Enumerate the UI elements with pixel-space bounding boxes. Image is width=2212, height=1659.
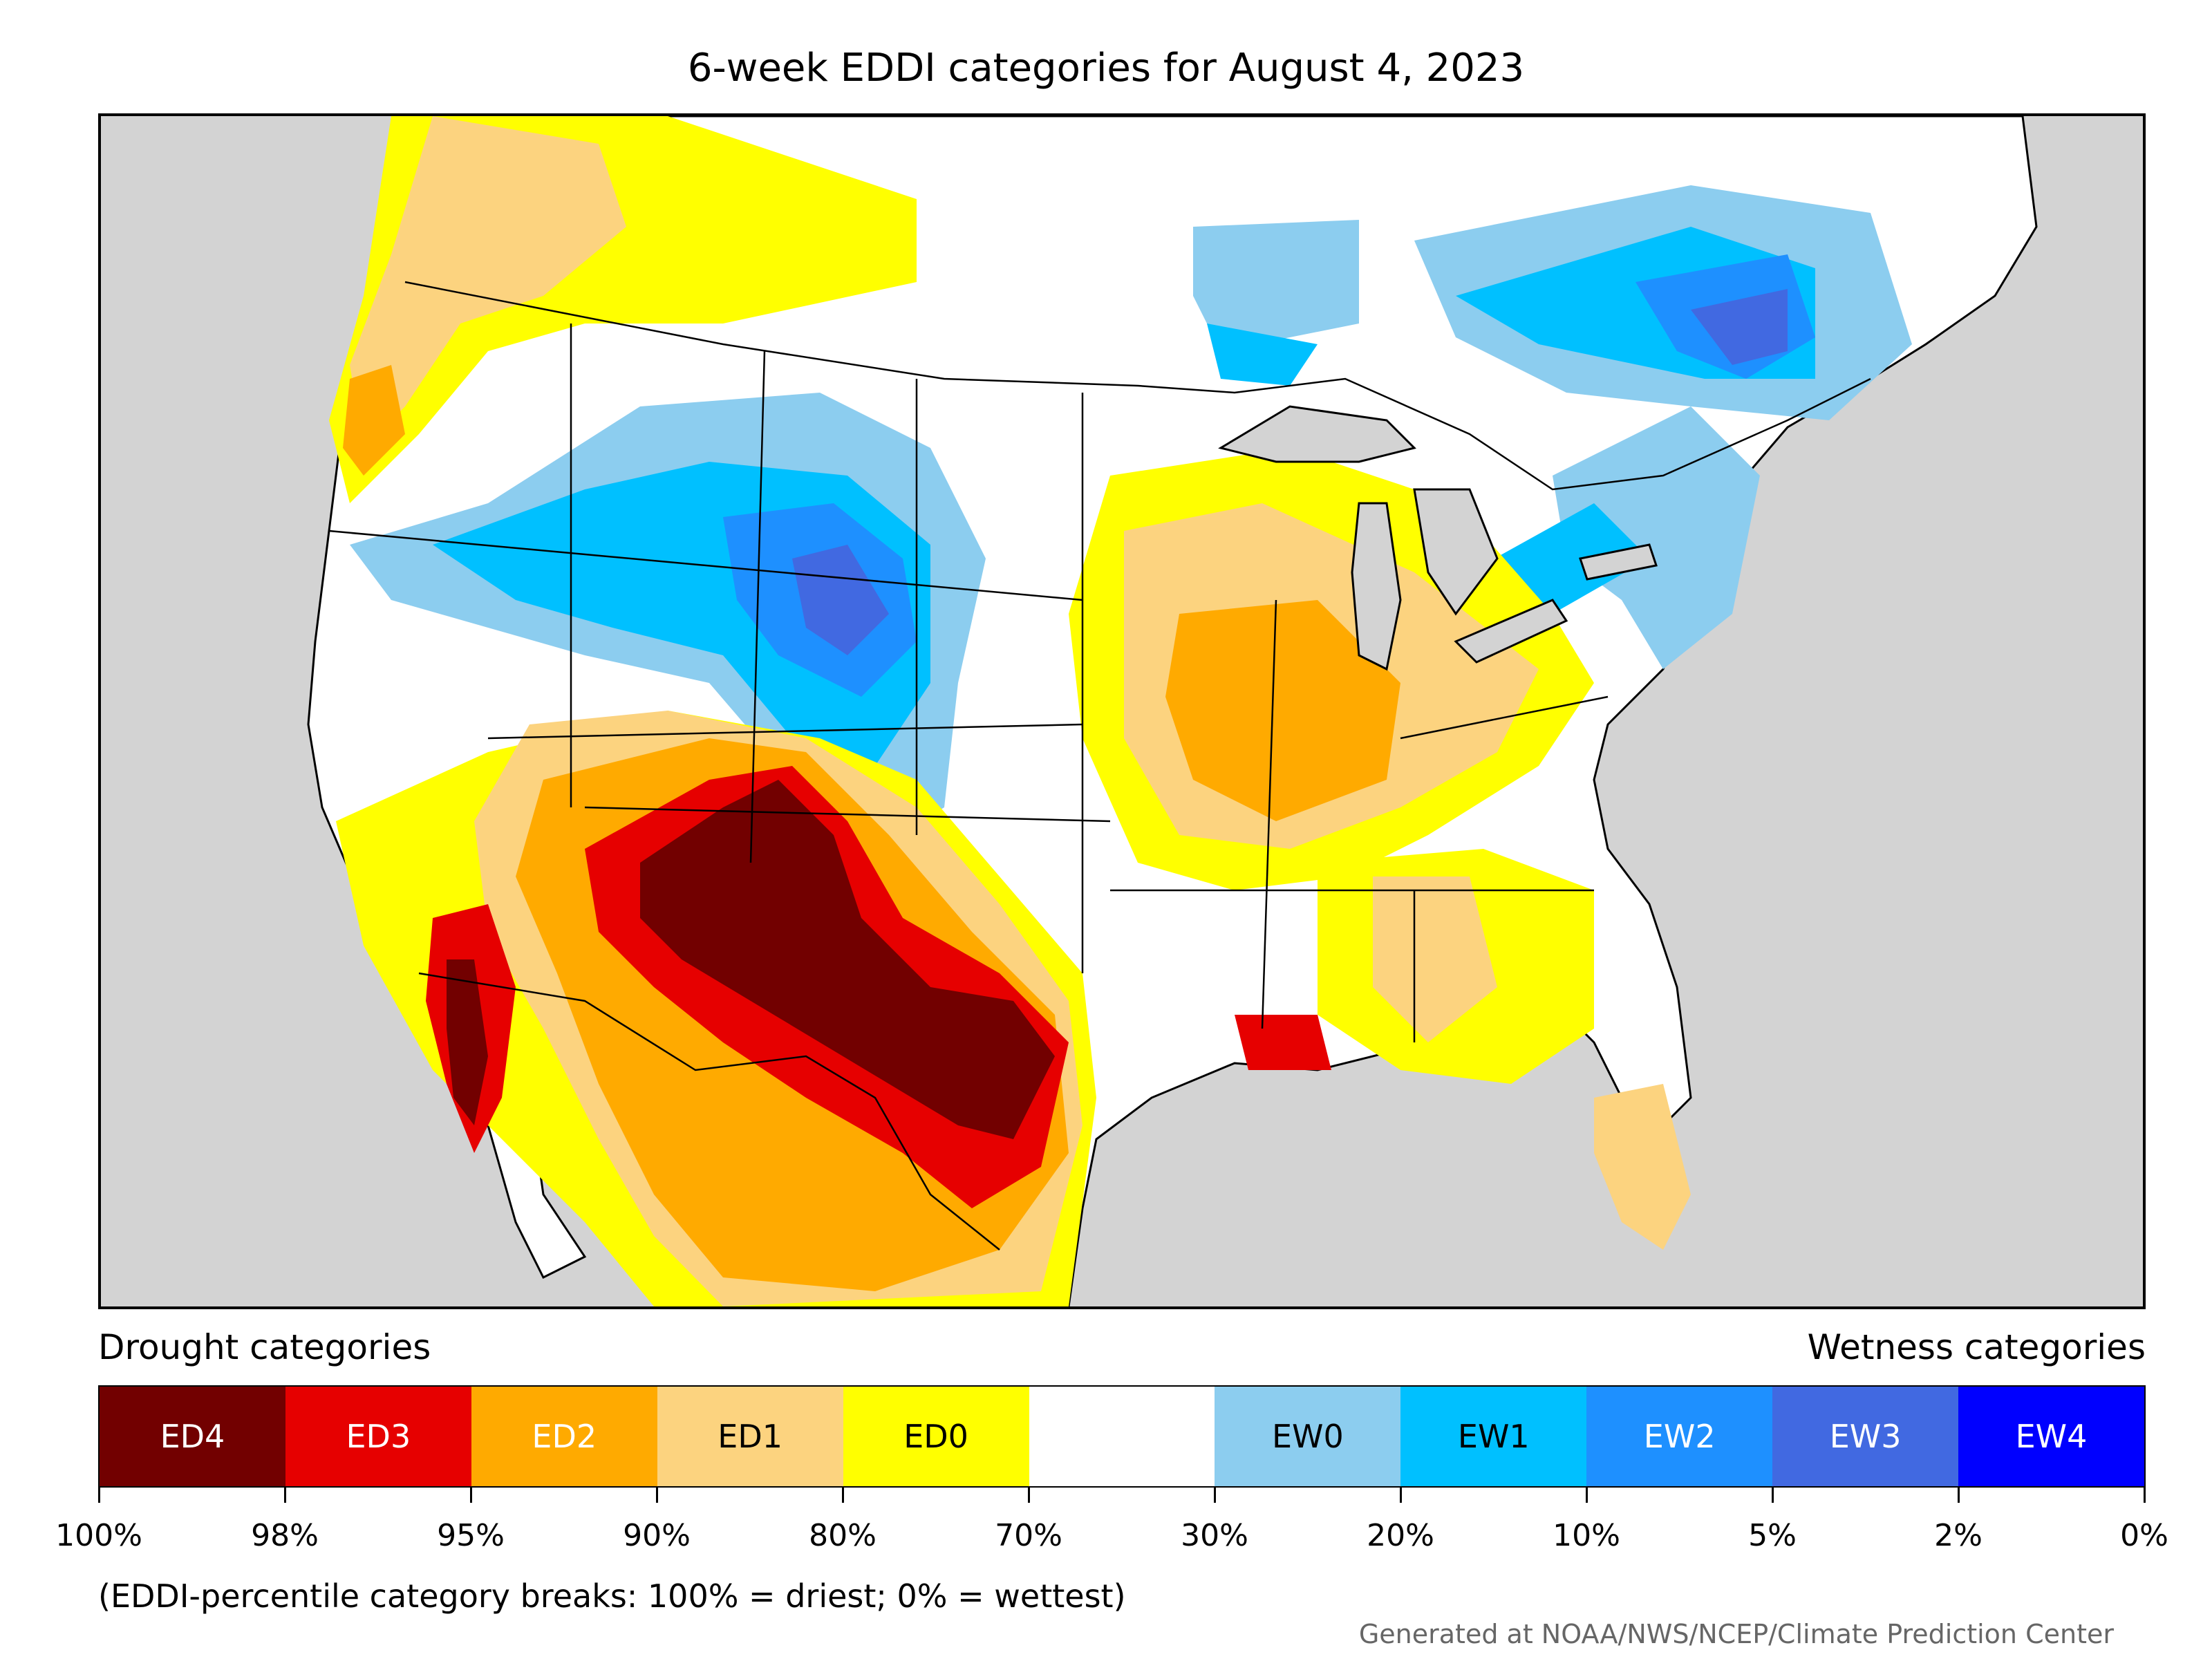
wet-patch-ew0-north [1193,220,1359,351]
wet-patch-ew3-wyoming [792,545,889,655]
dry-patch-ed2-oregon [343,365,405,476]
legend-tick [284,1488,286,1503]
dry-patch-ed2-midwest [1165,600,1400,821]
legend-tick-label: 70% [995,1518,1062,1553]
dry-patch-ed4-baja [447,959,488,1125]
legend-tick [470,1488,472,1503]
legend-tick-label: 5% [1748,1518,1797,1553]
legend-tick [1214,1488,1216,1503]
wet-patch-ew1-north [1207,324,1318,386]
dry-patch-ed3-louisiana [1235,1015,1331,1070]
legend-tick-label: 90% [623,1518,691,1553]
credit-line: Generated at NOAA/NWS/NCEP/Climate Predi… [1358,1619,2114,1649]
lake-superior [1218,405,1416,463]
wetness-categories-heading: Wetness categories [1807,1327,2146,1367]
legend-tick-label: 30% [1181,1518,1248,1553]
legend-tick [1028,1488,1030,1503]
borders [328,281,1871,1250]
legend-tick [1400,1488,1402,1503]
drought-categories-heading: Drought categories [98,1327,431,1367]
category-note: (EDDI-percentile category breaks: 100% =… [98,1577,1126,1615]
us-mexico-border [418,972,1000,1250]
legend-swatch-ew2: EW2 [1586,1387,1773,1486]
state-line-10 [1400,695,1609,740]
state-line-5 [328,529,1083,601]
state-line-9 [1261,599,1277,1029]
lake-erie [1454,599,1568,664]
legend-swatch-ed4: ED4 [100,1387,285,1486]
legend-swatch-ed1: ED1 [657,1387,843,1486]
map-canvas [101,116,2143,1306]
wet-patch-ew3-quebec [1691,289,1788,365]
lake-michigan [1351,502,1402,671]
state-line-2 [749,350,766,863]
legend-swatch-normal [1029,1387,1215,1486]
dry-patch-ed1-northwest [350,116,626,448]
lake-ontario [1579,543,1658,581]
legend-swatch-ed2: ED2 [471,1387,657,1486]
legend-tick-label: 95% [437,1518,505,1553]
eddi-map [98,113,2146,1309]
legend-tick-label: 0% [2120,1518,2168,1553]
legend-tick-label: 10% [1553,1518,1620,1553]
legend-swatch-ew0: EW0 [1215,1387,1401,1486]
category-patches [329,116,1912,1306]
state-line-6 [487,723,1083,740]
map-title: 6-week EDDI categories for August 4, 202… [687,46,1525,91]
state-line-7 [584,806,1111,823]
legend-tick-label: 80% [809,1518,877,1553]
wet-patch-ew0-northeast [1553,406,1760,669]
legend-tick [1772,1488,1774,1503]
color-legend: ED4 ED3 ED2 ED1 ED0 EW0 EW1 EW2 EW3 EW4 [98,1385,2146,1488]
legend-swatch-ew1: EW1 [1400,1387,1587,1486]
us-canada-border [404,281,1871,491]
lake-huron [1413,488,1499,616]
legend-tick [1958,1488,1960,1503]
legend-swatch-ew3: EW3 [1772,1387,1959,1486]
legend-tick-label: 98% [251,1518,319,1553]
legend-tick-label: 100% [55,1518,142,1553]
legend-swatch-ed0: ED0 [843,1387,1029,1486]
dry-patch-ed1-southeast [1373,877,1497,1042]
great-lakes [1218,405,1658,671]
legend-swatch-ed3: ED3 [285,1387,471,1486]
legend-tick [1586,1488,1588,1503]
dry-patch-ed1-florida [1594,1084,1691,1250]
legend-tick-label: 20% [1367,1518,1434,1553]
legend-ticks [98,1488,2146,1508]
legend-tick [2144,1488,2146,1503]
legend-tick [98,1488,100,1503]
legend-swatch-ew4: EW4 [1958,1387,2144,1486]
legend-tick-label: 2% [1934,1518,1983,1553]
dry-patch-ed4-southwest [640,780,1055,1139]
legend-tick [656,1488,658,1503]
legend-tick [842,1488,844,1503]
